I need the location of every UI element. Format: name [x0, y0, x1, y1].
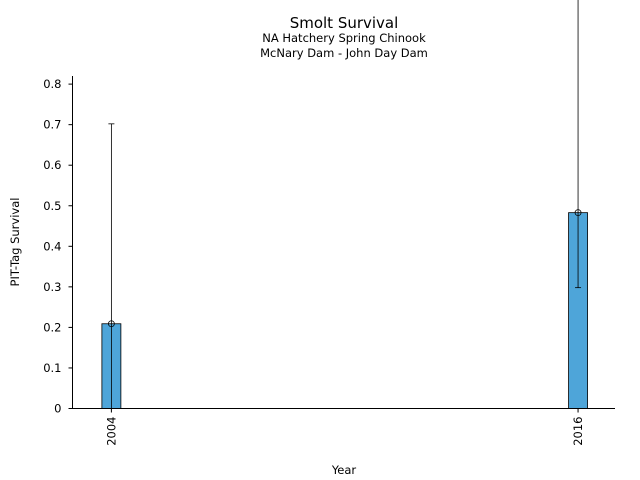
- y-tick-label: 0.4: [43, 239, 61, 253]
- x-axis-label: Year: [331, 463, 357, 477]
- chart-subtitle-2: McNary Dam - John Day Dam: [260, 46, 428, 60]
- y-tick-label: 0.5: [43, 199, 61, 213]
- y-tick-label: 0.7: [43, 118, 61, 132]
- y-tick-label: 0: [54, 402, 61, 416]
- x-axis-ticks: 2004 2016: [104, 408, 585, 446]
- y-tick-label: 0.6: [43, 158, 61, 172]
- point-marker-2004: [107, 320, 115, 328]
- y-tick-label: 0.8: [43, 77, 61, 91]
- chart-title: Smolt Survival: [290, 14, 399, 32]
- x-tick-label: 2004: [104, 417, 118, 446]
- y-tick-label: 0.1: [43, 361, 61, 375]
- y-axis-label: PIT-Tag Survival: [8, 198, 22, 287]
- plot-area: [101, 0, 588, 409]
- y-tick-label: 0.2: [43, 320, 61, 334]
- y-axis-ticks: 0 0.1 0.2 0.3 0.4 0.5 0.6 0.7 0.8: [43, 77, 73, 416]
- x-tick-label: 2016: [571, 417, 585, 446]
- point-marker-2016: [574, 209, 582, 217]
- y-tick-label: 0.3: [43, 280, 61, 294]
- chart-subtitle-1: NA Hatchery Spring Chinook: [262, 31, 426, 45]
